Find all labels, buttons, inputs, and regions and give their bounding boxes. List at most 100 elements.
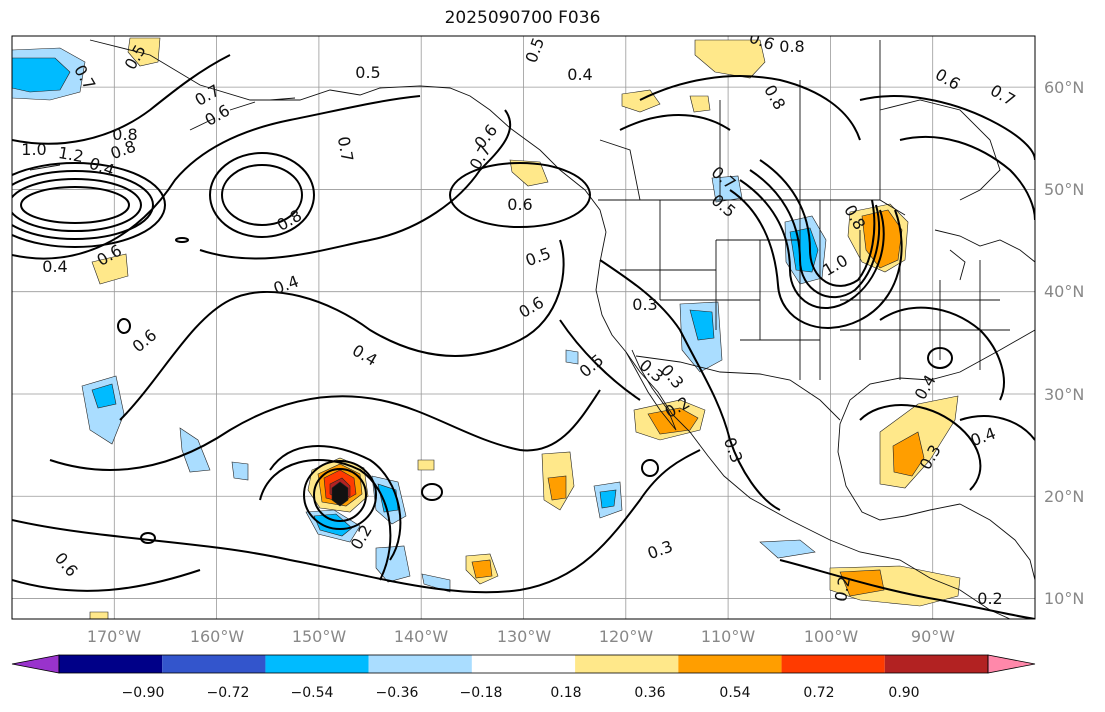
contour-west-low-3 xyxy=(12,178,142,232)
shaded-anomalies xyxy=(12,37,961,619)
colorbar-frame xyxy=(58,654,989,674)
contour-trough-1 xyxy=(739,179,885,310)
us-mexico-border xyxy=(635,355,841,421)
contour-east-2 xyxy=(899,135,1035,221)
gulf-coast xyxy=(837,329,1035,521)
contour-03-south xyxy=(12,449,701,594)
hurricane-eye xyxy=(331,481,349,507)
contour-north-2 xyxy=(619,114,731,131)
coastlines xyxy=(29,39,1035,619)
contour-small-4 xyxy=(140,532,156,544)
colorbar-segment xyxy=(162,655,266,673)
contour-trough-4 xyxy=(729,189,903,329)
shade-cyan-nw xyxy=(12,57,71,93)
canada-provinces xyxy=(599,40,881,201)
west-coast xyxy=(595,231,1011,619)
contour-label: 0.7 xyxy=(334,135,357,163)
colorbar-segment xyxy=(471,655,576,673)
shade-blue-d xyxy=(375,545,411,583)
contour-trough-2 xyxy=(749,169,880,299)
contour-small-2 xyxy=(421,483,443,501)
shade-yellow-b xyxy=(689,95,711,113)
lon-label-160w: 160°W xyxy=(190,627,245,646)
lat-label-50n: 50°N xyxy=(1044,180,1084,199)
central-america xyxy=(959,503,1035,581)
colorbar-segment xyxy=(781,655,885,673)
lat-label-10n: 10°N xyxy=(1044,589,1084,608)
cb-label-p072: 0.72 xyxy=(803,685,834,701)
contour-04-east xyxy=(119,239,565,421)
contour-label: 1.0 xyxy=(21,140,46,159)
colorbar-segment xyxy=(884,655,988,673)
shade-blue-north-central xyxy=(711,175,743,203)
lon-label-150w: 150°W xyxy=(292,627,347,646)
contour-label: 0.4 xyxy=(42,257,67,276)
great-lakes xyxy=(934,229,1035,281)
shade-yellow-top-mid xyxy=(694,39,766,79)
shade-orange-d xyxy=(547,475,567,501)
contour-label: 0.4 xyxy=(567,65,592,84)
colorbar-extend-min xyxy=(11,654,60,674)
shade-orange-e xyxy=(471,559,493,579)
colorbar-extend-max xyxy=(987,654,1036,674)
contour-hurricane-1 xyxy=(269,445,402,561)
contour-west-low-2 xyxy=(12,170,154,240)
alaska-coast xyxy=(89,39,607,233)
map-panel: 0.50.50.70.6 0.80.70.60.8 0.70.61.0 1.2 0.40… xyxy=(12,36,1035,619)
shade-cyan-southwest xyxy=(689,309,715,341)
shade-blue-b xyxy=(231,461,249,481)
shade-cyan-c xyxy=(599,489,617,509)
colorbar xyxy=(11,654,1036,674)
contour-west-low-4 xyxy=(20,186,130,224)
cb-label-p054: 0.54 xyxy=(719,685,750,701)
contour-lines xyxy=(12,54,1035,619)
contour-trough-3 xyxy=(759,159,876,287)
contour-hurricane-ring-1 xyxy=(313,468,367,522)
contour-pacific-high-2 xyxy=(221,164,303,226)
contour-sw-us-2 xyxy=(559,319,641,401)
shade-yellow-c xyxy=(417,459,435,471)
shade-yellow-f xyxy=(89,611,109,619)
shade-orange-greatlakes xyxy=(861,209,903,269)
aleutian-chain xyxy=(29,97,296,171)
contour-hurricane-ring-2 xyxy=(303,460,377,530)
contour-gulf-1 xyxy=(859,404,982,491)
contour-label: 0.8 xyxy=(779,37,804,56)
colorbar-segment xyxy=(368,655,472,673)
lon-label-170w: 170°W xyxy=(87,627,142,646)
shade-yellow-west xyxy=(91,253,129,285)
colorbar-segment xyxy=(575,655,679,673)
contour-label: 0.5 xyxy=(355,63,380,82)
cb-label-n072: −0.72 xyxy=(207,685,250,701)
contour-west-low-1 xyxy=(12,162,166,248)
contour-label: 0.2 xyxy=(977,589,1002,608)
lon-label-120w: 120°W xyxy=(599,627,654,646)
lon-label-110w: 110°W xyxy=(701,627,756,646)
shade-cyan-hurricane-east xyxy=(377,483,399,513)
contour-pacific-high xyxy=(209,152,315,238)
contour-east-1 xyxy=(859,95,1035,161)
lon-label-140w: 140°W xyxy=(394,627,449,646)
lon-label-90w: 90°W xyxy=(911,627,955,646)
contour-label: 1.2 xyxy=(57,143,85,166)
cb-label-p036: 0.36 xyxy=(634,685,665,701)
cb-label-n090: −0.90 xyxy=(122,685,165,701)
shade-blue-f xyxy=(759,539,816,559)
contour-label: 0.6 xyxy=(507,195,532,214)
contour-se-2 xyxy=(779,559,1035,619)
contour-sw-us xyxy=(599,259,781,511)
lon-label-130w: 130°W xyxy=(497,627,552,646)
lat-label-20n: 20°N xyxy=(1044,487,1084,506)
lon-axis-labels: 170°W 160°W 150°W 140°W 130°W 120°W 110°… xyxy=(87,627,955,646)
contour-small-5 xyxy=(175,237,189,243)
figure-title: 2025090700 F036 xyxy=(444,8,601,28)
contour-north-1 xyxy=(639,75,861,141)
lat-axis-labels: 60°N 50°N 40°N 30°N 20°N 10°N xyxy=(1044,78,1084,608)
cb-label-p090: 0.90 xyxy=(888,685,919,701)
shade-blue-g xyxy=(565,349,579,365)
shade-yellow-alaska xyxy=(509,159,549,187)
state-lines-b xyxy=(819,200,1010,380)
cb-label-n054: −0.54 xyxy=(291,685,334,701)
shade-blue-e xyxy=(421,573,451,593)
